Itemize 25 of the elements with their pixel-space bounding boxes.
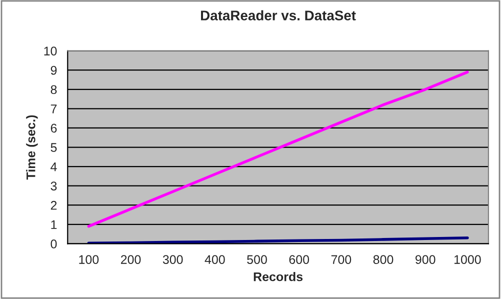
x-axis-title: Records [254,272,303,282]
y-tick-label: 1 [51,220,57,229]
chart-title: DataReader vs. DataSet [201,10,356,20]
line-series [87,70,469,228]
x-tick-label: 200 [120,255,141,264]
y-tick-label: 0 [50,239,57,248]
y-axis-title: Time (sec.) [26,115,38,180]
x-tick-label: 900 [416,255,436,264]
y-tick-label: 5 [50,143,57,152]
y-tick-label: 10 [44,46,57,56]
x-tick-label: 700 [331,255,352,264]
x-tick-label: 500 [247,255,267,264]
x-tick-label: 100 [79,255,99,264]
y-tick-label: 4 [50,162,57,172]
x-tick-label: 300 [162,255,183,264]
x-tick-label: 400 [204,255,225,264]
y-tick-label: 7 [50,104,57,114]
x-tick-label: 600 [289,255,310,264]
y-tick-label: 9 [50,66,57,75]
y-tick-label: 8 [50,85,57,94]
x-tick-label: 800 [373,255,394,264]
y-tick-label: 3 [50,182,57,190]
y-tick-label: 6 [50,124,57,133]
y-tick-label: 2 [50,200,57,210]
x-tick-label: 1000 [454,255,481,264]
